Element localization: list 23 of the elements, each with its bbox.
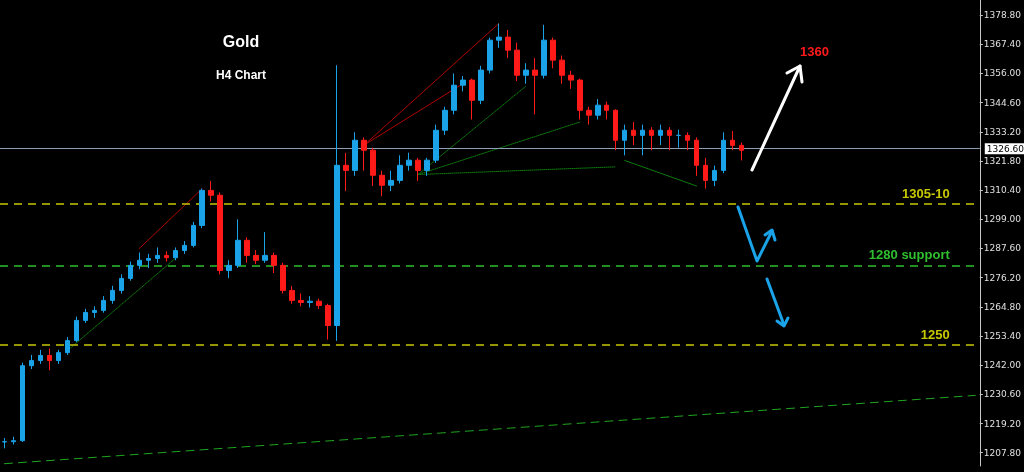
y-tick-label: 1378.80 — [983, 10, 1022, 21]
ref-line-label: 1326.60 — [986, 143, 1024, 154]
y-tick-label: 1207.80 — [983, 447, 1022, 458]
y-tick-label: 1367.40 — [983, 39, 1022, 50]
ref-line-label: 1280 support — [868, 247, 951, 263]
text: H4 Chart — [215, 68, 267, 82]
y-tick-label: 1344.60 — [983, 97, 1022, 108]
y-tick-label: 1219.20 — [983, 418, 1022, 429]
y-tick-label: 1333.20 — [983, 126, 1022, 137]
y-tick-label: 1253.40 — [983, 331, 1022, 341]
ref-line-label: 1305-10 — [902, 185, 950, 201]
y-tick-label: 1230.60 — [983, 389, 1022, 400]
y-tick-label: 1242.00 — [983, 360, 1022, 371]
y-tick-label: 1287.60 — [983, 243, 1022, 254]
y-tick-label: 1356.00 — [983, 68, 1022, 79]
y-tick-label: 1276.20 — [983, 272, 1022, 283]
ref-line-label: 1250 — [920, 326, 950, 342]
text: Gold — [222, 32, 260, 50]
annotation: 1360 — [800, 44, 829, 59]
y-tick-label: 1264.80 — [983, 301, 1022, 312]
y-tick-label: 1299.00 — [983, 214, 1022, 225]
y-tick-label: 1310.40 — [983, 185, 1022, 196]
y-tick-label: 1321.80 — [983, 155, 1022, 166]
